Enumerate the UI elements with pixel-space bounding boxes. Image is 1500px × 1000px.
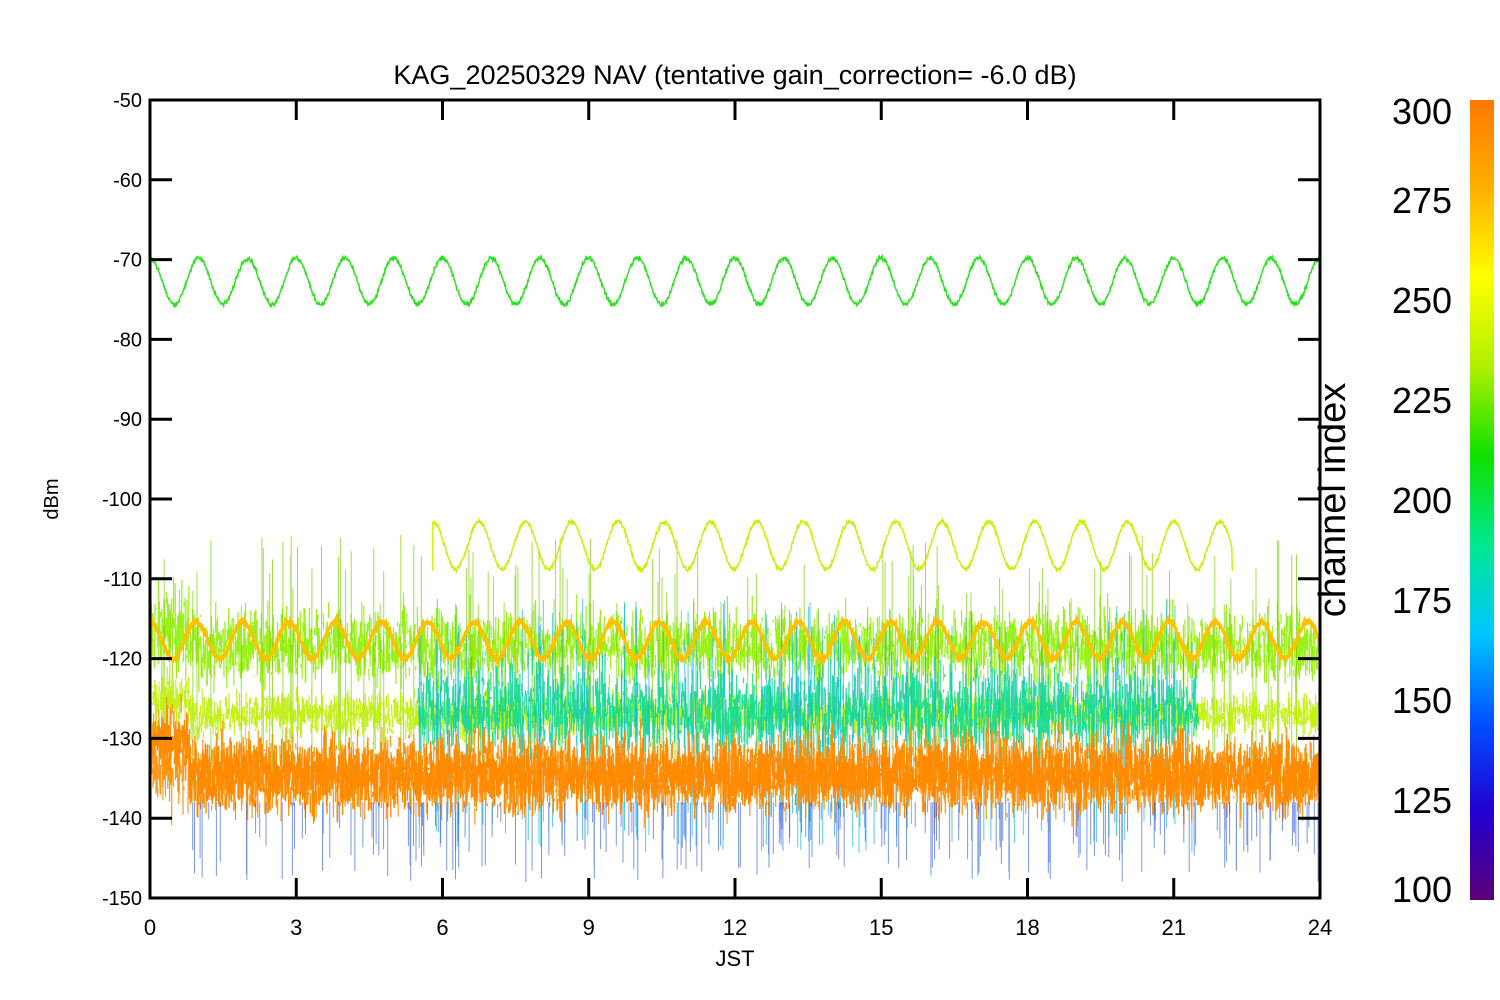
x-tick-label: 21	[1162, 915, 1186, 940]
axes: 0 3 6 9 12 15 18 21 24 -150 -140 -130 -120 -110 -100 -9…	[102, 90, 1332, 940]
y-axis-label: dBm	[41, 478, 63, 519]
x-tick-label: 3	[290, 915, 302, 940]
colorbar-tick-label: 275	[1392, 180, 1452, 221]
x-tick-label: 9	[583, 915, 595, 940]
colorbar-tick-label: 300	[1392, 91, 1452, 132]
colorbar-tick-label: 200	[1392, 480, 1452, 521]
y-tick-label: -140	[102, 808, 142, 830]
series-ch262	[432, 516, 1233, 574]
colorbar: 100 125 150 175 200 225 250 275 300	[1392, 91, 1494, 910]
colorbar-label: channel index	[1312, 383, 1354, 618]
series-ch295-top	[150, 710, 1320, 828]
y-tick-label: -50	[113, 90, 142, 112]
colorbar-tick-label: 150	[1392, 680, 1452, 721]
data-layer	[150, 253, 1320, 882]
x-tick-label: 12	[723, 915, 747, 940]
x-tick-label: 6	[436, 915, 448, 940]
y-tick-label: -100	[102, 489, 142, 511]
series-ch190	[417, 598, 1199, 854]
y-tick-label: -80	[113, 329, 142, 351]
y-tick-label: -60	[113, 170, 142, 192]
x-axis-label: JST	[715, 946, 754, 971]
y-tick-label: -120	[102, 649, 142, 671]
series-ch220	[150, 253, 1320, 309]
y-tick-label: -150	[102, 888, 142, 910]
x-tick-label: 24	[1308, 915, 1332, 940]
series-ch285	[150, 612, 1320, 667]
y-tick-label: -90	[113, 409, 142, 431]
colorbar-tick-label: 100	[1392, 869, 1452, 910]
y-tick-label: -110	[103, 569, 142, 591]
x-tick-label: 18	[1015, 915, 1039, 940]
x-tick-label: 0	[144, 915, 156, 940]
x-tick-label: 15	[869, 915, 893, 940]
colorbar-tick-label: 125	[1392, 780, 1452, 821]
series-low-spikes	[192, 802, 1319, 882]
y-tick-label: -130	[102, 728, 142, 750]
y-tick-label: -70	[113, 250, 142, 272]
colorbar-gradient	[1470, 100, 1494, 900]
chart-title: KAG_20250329 NAV (tentative gain_correct…	[393, 60, 1076, 90]
colorbar-tick-label: 175	[1392, 580, 1452, 621]
colorbar-tick-label: 225	[1392, 380, 1452, 421]
colorbar-tick-label: 250	[1392, 280, 1452, 321]
